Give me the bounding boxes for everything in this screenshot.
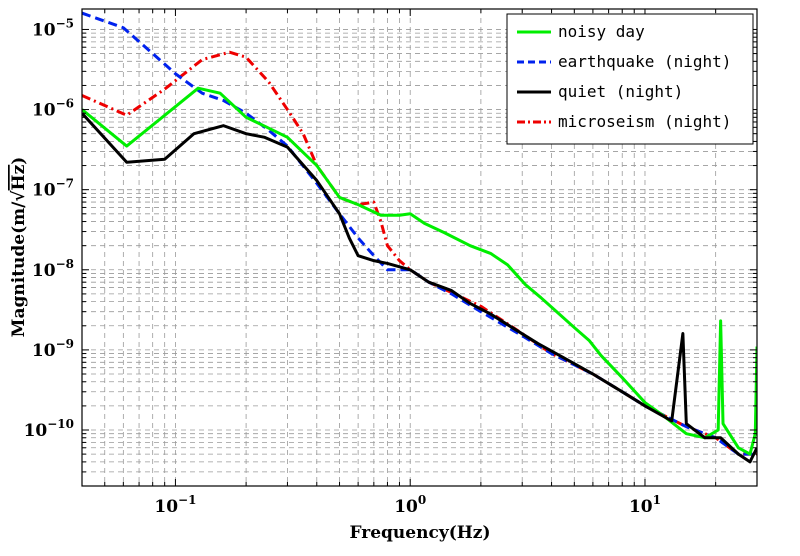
- y-axis-label: Magnitude(m/√Hz): [9, 157, 29, 338]
- series-layer: [82, 11, 757, 464]
- y-tick-label: 10−5: [32, 16, 74, 40]
- x-tick-labels: 10−1 100 101: [154, 493, 661, 517]
- legend-label-earthquake-night: earthquake (night): [558, 52, 731, 71]
- y-tick-label: 10−8: [32, 257, 74, 281]
- y-tick-label: 10−6: [32, 97, 74, 121]
- legend-label-microseism-night: microseism (night): [558, 112, 731, 131]
- y-axis-label-prefix: Magnitude(m/: [9, 201, 29, 337]
- y-axis-label-suffix: ): [9, 157, 29, 165]
- x-axis-label: Frequency(Hz): [350, 523, 491, 543]
- legend-label-quiet-night: quiet (night): [558, 82, 683, 101]
- legend: noisy day earthquake (night) quiet (night)…: [506, 13, 754, 145]
- x-tick-label: 101: [629, 493, 661, 517]
- legend-box: [506, 13, 754, 145]
- svg-text:Magnitude(m/√Hz): Magnitude(m/√Hz): [9, 157, 29, 338]
- y-axis-label-radical: √: [9, 190, 29, 202]
- legend-label-noisy-day: noisy day: [558, 22, 645, 41]
- x-tick-label: 10−1: [154, 493, 196, 517]
- y-tick-label: 10−9: [32, 337, 74, 361]
- y-tick-label: 10−7: [32, 177, 74, 201]
- y-tick-label: 10−10: [24, 417, 74, 441]
- y-axis-label-radicand: Hz: [9, 164, 29, 190]
- plot-frame: [81, 8, 758, 487]
- axis-ticks: [81, 9, 758, 487]
- y-tick-labels: 10−10 10−9 10−8 10−7 10−6 10−5: [24, 16, 74, 441]
- series-line-noisy-day: [82, 86, 757, 456]
- x-tick-label: 100: [394, 493, 426, 517]
- series-line-quiet-night: [82, 112, 757, 464]
